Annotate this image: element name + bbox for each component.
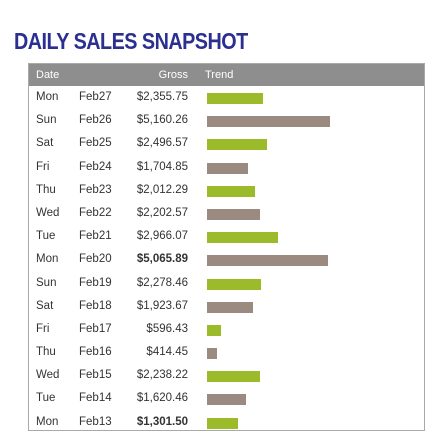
row-day: Tue [36, 230, 56, 243]
trend-bar [207, 93, 263, 104]
trend-bar [207, 348, 217, 360]
row-gross: $2,238.22 [136, 369, 188, 382]
table-row: Mon Feb27 $2,355.75 [29, 86, 424, 109]
row-day: Wed [36, 206, 60, 219]
table-header: Date Gross Trend [29, 64, 424, 86]
table-row: Mon Feb13 $1,301.50 [29, 411, 424, 434]
table-row: Mon Feb20 $5,065.89 [29, 248, 424, 271]
trend-bar [207, 208, 260, 220]
row-date: Feb16 [79, 346, 112, 359]
row-gross: $1,704.85 [136, 160, 188, 173]
row-day: Mon [36, 253, 59, 266]
table-body: Mon Feb27 $2,355.75 Sun Feb26 $5,160.26 Sat Feb… [29, 86, 424, 434]
row-day: Wed [36, 369, 60, 382]
trend-bar [207, 255, 328, 267]
row-date: Feb15 [79, 369, 112, 382]
trend-bar [207, 278, 261, 290]
row-gross: $1,923.67 [136, 299, 188, 312]
row-gross: $1,620.46 [136, 392, 188, 405]
row-date: Feb22 [79, 206, 112, 219]
row-day: Thu [36, 183, 56, 196]
trend-bar [207, 162, 248, 174]
table-row: Sun Feb19 $2,278.46 [29, 272, 424, 295]
row-date: Feb14 [79, 392, 112, 405]
header-gross: Gross [158, 69, 188, 81]
row-date: Feb24 [79, 160, 112, 173]
table-row: Sun Feb26 $5,160.26 [29, 109, 424, 132]
row-date: Feb27 [79, 91, 112, 103]
row-date: Feb26 [79, 114, 112, 127]
trend-bar [207, 232, 278, 244]
table-row: Wed Feb22 $2,202.57 [29, 202, 424, 225]
row-gross: $2,202.57 [136, 206, 188, 219]
trend-bar [207, 116, 330, 128]
row-gross: $2,355.75 [136, 91, 188, 103]
row-day: Fri [36, 322, 50, 335]
row-date: Feb25 [79, 137, 112, 150]
row-gross: $414.45 [146, 346, 188, 359]
row-day: Sat [36, 137, 54, 150]
row-date: Feb17 [79, 322, 112, 335]
trend-bar [207, 139, 267, 151]
row-date: Feb18 [79, 299, 112, 312]
row-gross: $2,278.46 [136, 276, 188, 289]
header-date: Date [36, 69, 60, 81]
row-day: Sat [36, 299, 54, 312]
trend-bar [207, 417, 238, 429]
row-date: Feb23 [79, 183, 112, 196]
table-row: Wed Feb15 $2,238.22 [29, 364, 424, 387]
row-day: Sun [36, 276, 57, 289]
row-gross: $2,496.57 [136, 137, 188, 150]
trend-bar [207, 301, 253, 313]
row-day: Fri [36, 160, 50, 173]
table-row: Thu Feb16 $414.45 [29, 341, 424, 364]
row-date: Feb20 [79, 253, 112, 266]
trend-bar [207, 324, 221, 336]
row-gross: $2,012.29 [136, 183, 188, 196]
row-gross: $1,301.50 [136, 415, 188, 428]
page-title: DAILY SALES SNAPSHOT [14, 28, 248, 54]
row-gross: $5,065.89 [136, 253, 188, 266]
row-gross: $5,160.26 [136, 114, 188, 127]
row-day: Mon [36, 415, 59, 428]
row-day: Mon [36, 91, 59, 103]
trend-bar [207, 371, 260, 383]
table-row: Sat Feb25 $2,496.57 [29, 132, 424, 155]
table-row: Thu Feb23 $2,012.29 [29, 179, 424, 202]
row-date: Feb13 [79, 415, 112, 428]
table-row: Fri Feb24 $1,704.85 [29, 156, 424, 179]
table-row: Sat Feb18 $1,923.67 [29, 295, 424, 318]
row-gross: $2,966.07 [136, 230, 188, 243]
trend-bar [207, 185, 255, 197]
row-date: Feb21 [79, 230, 112, 243]
row-day: Sun [36, 114, 57, 127]
row-day: Thu [36, 346, 56, 359]
row-gross: $596.43 [146, 322, 188, 335]
table-row: Fri Feb17 $596.43 [29, 318, 424, 341]
table-row: Tue Feb14 $1,620.46 [29, 387, 424, 410]
header-trend: Trend [205, 69, 234, 81]
row-date: Feb19 [79, 276, 112, 289]
table-row: Tue Feb21 $2,966.07 [29, 225, 424, 248]
sales-table: Date Gross Trend Mon Feb27 $2,355.75 Sun Feb… [28, 63, 425, 431]
trend-bar [207, 394, 246, 406]
row-day: Tue [36, 392, 56, 405]
